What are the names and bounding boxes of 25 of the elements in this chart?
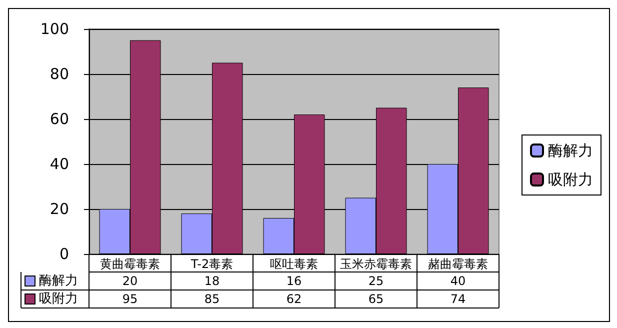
- x-tick-label: 赭曲霉毒素: [428, 257, 488, 271]
- text: 吸附力: [39, 292, 78, 306]
- text: 酶解力: [548, 142, 593, 160]
- x-tick-label: 呕吐毒素: [270, 257, 318, 271]
- legend-label: 吸附力: [548, 170, 593, 188]
- data-label: 62: [286, 292, 302, 306]
- data-label: 18: [204, 274, 220, 288]
- y-tick-label: 40: [50, 155, 69, 173]
- data-label: 85: [204, 292, 220, 306]
- x-tick-label: 玉米赤霉毒素: [340, 257, 412, 271]
- x-tick-label: 黄曲霉毒素: [100, 257, 160, 271]
- data-label: 95: [122, 292, 138, 306]
- data-label: 40: [450, 274, 466, 288]
- legend-label: 酶解力: [39, 274, 78, 288]
- y-tick-label: 60: [50, 110, 69, 128]
- y-tick-label: 0: [59, 245, 69, 263]
- data-label: 20: [122, 274, 138, 288]
- data-label: 25: [368, 274, 384, 288]
- data-label: 74: [450, 292, 466, 306]
- y-tick-label: 100: [40, 20, 69, 38]
- x-tick-label: T-2毒素: [190, 257, 234, 271]
- data-label: 16: [286, 274, 302, 288]
- y-tick-label: 80: [50, 65, 69, 83]
- y-tick-label: 20: [50, 200, 69, 218]
- data-label: 65: [368, 292, 384, 306]
